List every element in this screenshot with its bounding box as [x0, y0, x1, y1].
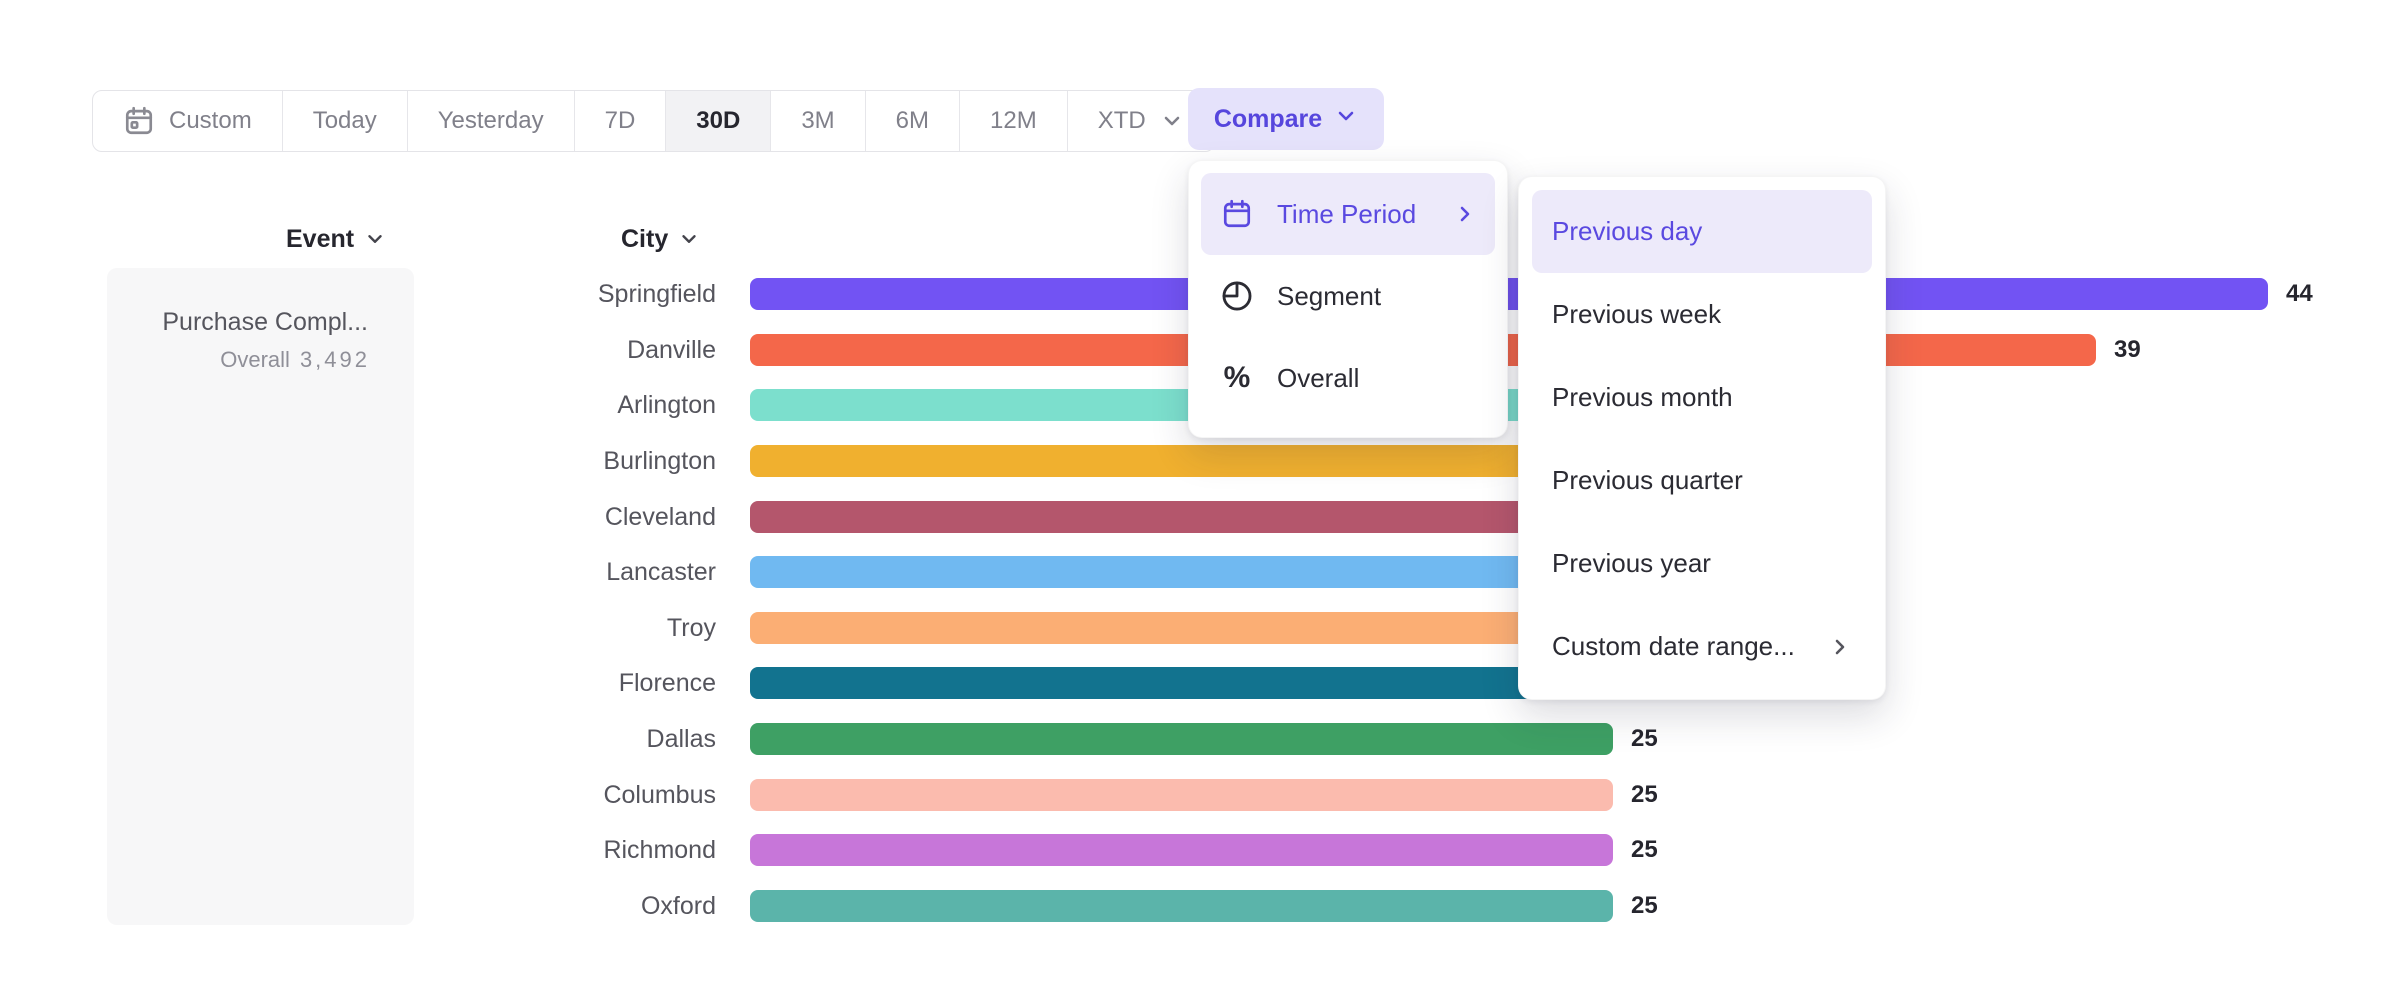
chevron-down-icon — [1334, 104, 1358, 135]
menu-item-label: Time Period — [1277, 198, 1417, 229]
event-overall-row: Overall 3,492 — [107, 347, 414, 373]
toolbar-item-6m[interactable]: 6M — [866, 91, 960, 151]
time-period-submenu: Previous day Previous week Previous month P… — [1518, 176, 1886, 700]
toolbar-item-label: Custom — [169, 107, 252, 134]
submenu-item-previous-week[interactable]: Previous week — [1532, 273, 1872, 356]
toolbar-item-3m[interactable]: 3M — [771, 91, 866, 151]
toolbar-item-label: Yesterday — [437, 107, 544, 134]
bar-category-label: Troy — [666, 614, 716, 642]
submenu-item-label: Previous week — [1552, 299, 1722, 329]
toolbar-item-label: 12M — [990, 107, 1037, 134]
toolbar-item-label: 3M — [801, 107, 835, 134]
event-overall-label: Overall — [220, 347, 290, 372]
bar-category-label: Arlington — [617, 391, 716, 419]
bar-category-label: Lancaster — [606, 558, 716, 586]
toolbar-item-label: 30D — [696, 107, 741, 134]
bar-row-florence: Florence — [0, 667, 2394, 699]
percent-icon: % — [1223, 361, 1251, 394]
toolbar-item-label: 6M — [895, 107, 929, 134]
bar-row-richmond: Richmond 25 — [0, 834, 2394, 866]
menu-item-overall[interactable]: % Overall — [1201, 337, 1495, 419]
bar-value-label: 25 — [1631, 836, 1658, 863]
bar-richmond[interactable] — [750, 834, 1613, 866]
bar-category-label: Florence — [618, 669, 716, 697]
submenu-item-label: Previous year — [1552, 548, 1711, 578]
toolbar-item-yesterday[interactable]: Yesterday — [408, 91, 575, 151]
bar-value-label: 25 — [1631, 725, 1658, 752]
event-column-header-label: Event — [286, 224, 355, 253]
menu-item-label: Overall — [1277, 362, 1360, 393]
event-name: Purchase Compl... — [162, 308, 368, 336]
bar-columbus[interactable] — [750, 779, 1613, 811]
segment-icon — [1219, 279, 1255, 313]
bar-value-label: 25 — [1631, 781, 1658, 808]
bar-category-label: Columbus — [603, 781, 716, 809]
submenu-item-previous-year[interactable]: Previous year — [1532, 522, 1872, 605]
toolbar-item-12m[interactable]: 12M — [960, 91, 1068, 151]
bar-category-label: Cleveland — [604, 503, 716, 531]
bar-category-label: Dallas — [646, 725, 716, 753]
compare-button-label: Compare — [1213, 104, 1323, 133]
bar-category-label: Danville — [627, 336, 716, 364]
submenu-item-label: Previous day — [1552, 216, 1703, 246]
bar-row-columbus: Columbus 25 — [0, 779, 2394, 811]
submenu-item-label: Custom date range... — [1552, 631, 1795, 661]
toolbar-item-7d[interactable]: 7D — [575, 91, 667, 151]
toolbar-item-today[interactable]: Today — [283, 91, 408, 151]
bar-row-springfield: Springfield 44 — [0, 278, 2394, 310]
calendar-icon — [1219, 198, 1255, 230]
event-card[interactable]: Purchase Compl... Overall 3,492 — [107, 268, 414, 925]
toolbar-item-label: Today — [312, 107, 377, 134]
bar-row-oxford: Oxford 25 — [0, 890, 2394, 922]
event-column-header[interactable]: Event — [286, 222, 386, 256]
submenu-item-previous-month[interactable]: Previous month — [1532, 356, 1872, 439]
event-overall-value: 3,492 — [299, 347, 370, 372]
bar-value-label: 25 — [1631, 892, 1658, 919]
bar-category-label: Springfield — [597, 280, 716, 308]
compare-dropdown-menu: Time Period Segment% Overall — [1188, 160, 1508, 438]
menu-item-time-period[interactable]: Time Period — [1201, 173, 1495, 255]
toolbar-item-label: 7D — [604, 107, 636, 134]
bar-florence[interactable] — [750, 667, 1647, 699]
submenu-item-label: Previous month — [1552, 382, 1733, 412]
submenu-item-custom-date-range[interactable]: Custom date range... — [1532, 605, 1872, 688]
chevron-down-icon — [1160, 109, 1184, 133]
calendar-icon — [123, 105, 155, 137]
bar-row-dallas: Dallas 25 — [0, 723, 2394, 755]
date-range-toolbar: Custom Today Yesterday 7D 30D 3M 6M 12M XTD — [92, 90, 1215, 152]
bar-category-label: Richmond — [603, 836, 716, 864]
menu-item-segment[interactable]: Segment — [1201, 255, 1495, 337]
bar-springfield[interactable] — [750, 278, 2268, 310]
bar-value-label: 44 — [2286, 280, 2313, 307]
menu-item-label: Segment — [1277, 280, 1382, 311]
bar-category-label: Burlington — [603, 447, 716, 475]
chevron-down-icon — [364, 228, 386, 250]
chevron-right-icon — [1828, 635, 1852, 659]
submenu-item-previous-quarter[interactable]: Previous quarter — [1532, 439, 1872, 522]
chevron-right-icon — [1453, 202, 1477, 226]
submenu-item-previous-day[interactable]: Previous day — [1532, 190, 1872, 273]
toolbar-item-label: XTD — [1097, 107, 1146, 134]
bar-oxford[interactable] — [750, 890, 1613, 922]
submenu-item-label: Previous quarter — [1552, 465, 1743, 495]
chevron-down-icon — [678, 228, 700, 250]
city-column-header-label: City — [621, 224, 669, 253]
toolbar-item-30d[interactable]: 30D — [666, 91, 772, 151]
toolbar-item-xtd[interactable]: XTD — [1068, 91, 1214, 151]
bar-dallas[interactable] — [750, 723, 1613, 755]
compare-button[interactable]: Compare — [1188, 88, 1384, 150]
city-column-header[interactable]: City — [621, 222, 700, 256]
bar-category-label: Oxford — [640, 892, 716, 920]
toolbar-item-custom[interactable]: Custom — [93, 91, 283, 151]
bar-value-label: 39 — [2114, 336, 2141, 363]
